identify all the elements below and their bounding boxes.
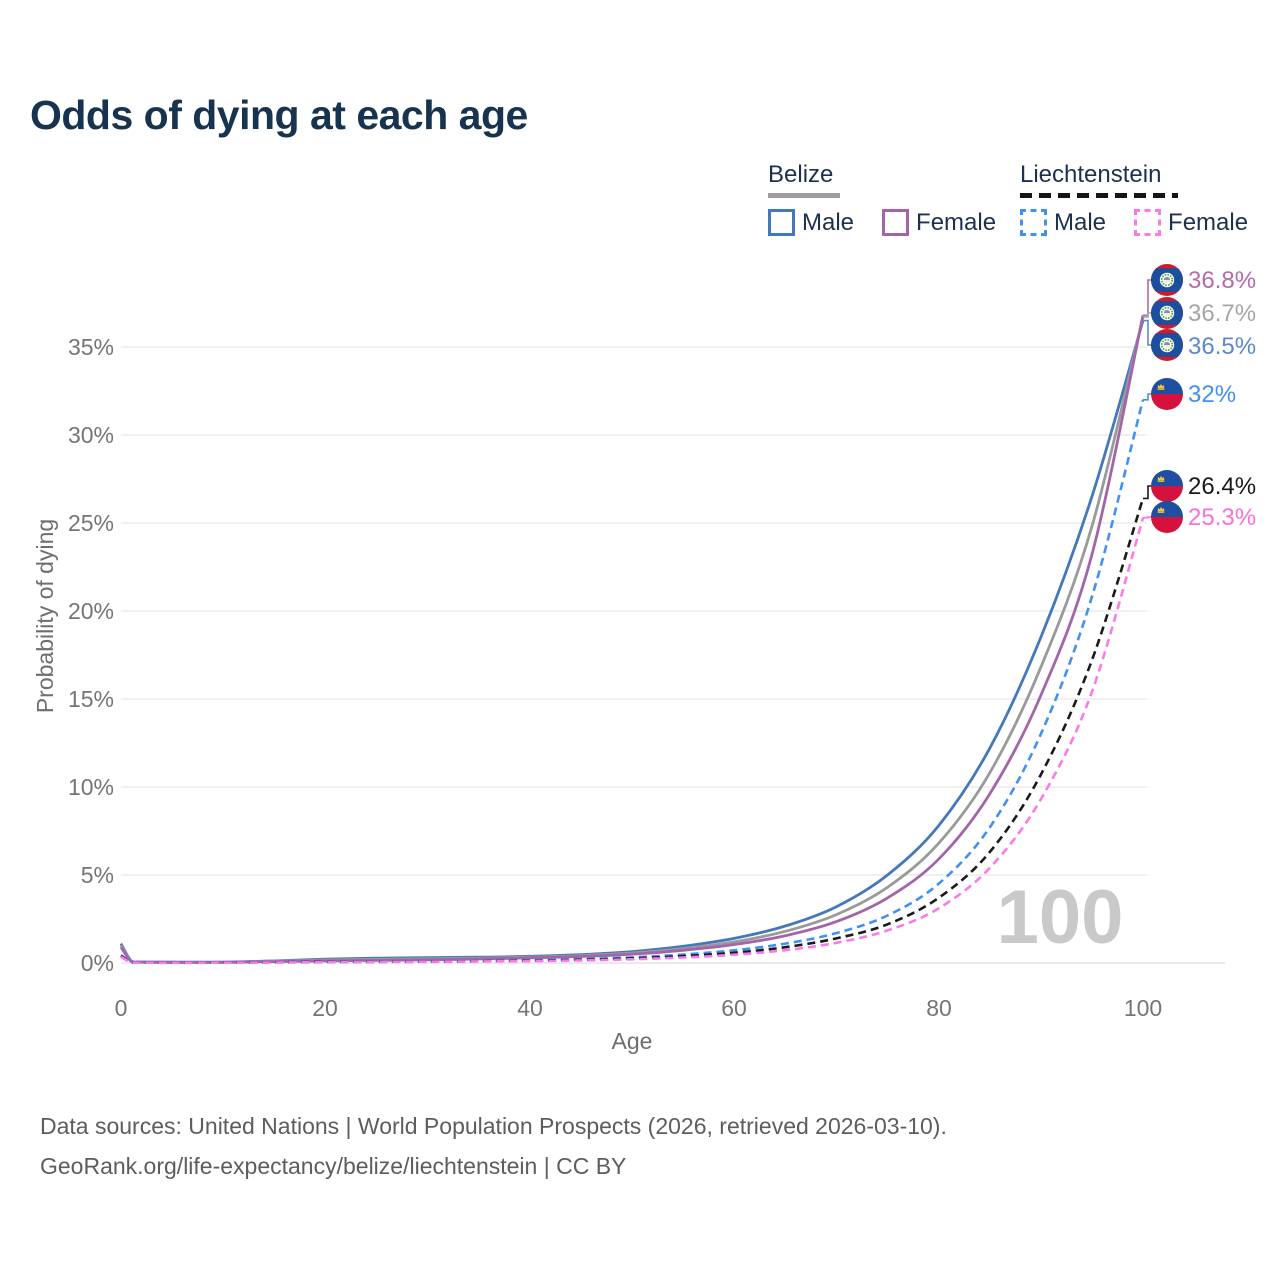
leader-line — [1143, 312, 1152, 318]
legend-label-belize-male: Male — [802, 208, 855, 236]
x-tick-0: 0 — [115, 995, 128, 1021]
y-tick-10: 10% — [68, 774, 114, 800]
legend-label-liechtenstein-male: Male — [1054, 208, 1107, 236]
source-line-1: Data sources: United Nations | World Pop… — [40, 1113, 947, 1139]
legend-style-solid-line — [768, 193, 840, 198]
source-line-2: GeoRank.org/life-expectancy/belize/liech… — [40, 1153, 627, 1179]
endpoint-label-liechtenstein-female: 25.3% — [1188, 504, 1256, 531]
legend-style-dashed-line — [1020, 193, 1178, 198]
y-tick-0: 0% — [81, 950, 114, 976]
line-liechtenstein-female — [120, 517, 1145, 965]
y-tick-20: 20% — [68, 598, 114, 624]
liechtenstein-flag-icon — [1151, 470, 1183, 502]
belize-male-swatch-icon — [768, 209, 795, 236]
data-sources: Data sources: United Nations | World Pop… — [40, 1106, 947, 1186]
legend-label-liechtenstein-female: Female — [1168, 208, 1249, 236]
series-lines — [119, 315, 1145, 965]
endpoint-flags — [1151, 264, 1183, 533]
y-tick-30: 30% — [68, 422, 114, 448]
leader-line — [1143, 485, 1152, 500]
leader-line — [1143, 319, 1152, 346]
endpoint-label-belize-female: 36.8% — [1188, 267, 1256, 294]
leader-line — [1143, 516, 1152, 519]
y-tick-25: 25% — [68, 510, 114, 536]
liechtenstein-female-swatch-icon — [1134, 209, 1162, 236]
chart-plot: 100 0% 5% 10% 15% 20% 25% 30% 35% 0 20 4… — [32, 255, 1256, 1054]
legend-item-belize-female[interactable]: Female — [882, 209, 996, 237]
line-belize-male — [119, 320, 1145, 964]
legend-group-liechtenstein: Liechtenstein Male Female — [1020, 161, 1248, 237]
legend-group-belize: Belize Male Female — [768, 161, 996, 237]
age-watermark: 100 — [997, 875, 1124, 960]
legend-item-liechtenstein-female[interactable]: Female — [1134, 209, 1248, 237]
line-belize-female — [119, 315, 1145, 964]
endpoint-label-belize-both: 36.7% — [1188, 300, 1256, 327]
x-tick-20: 20 — [312, 995, 338, 1021]
line-liechtenstein-male — [120, 399, 1145, 965]
label-leader-lines — [1143, 279, 1152, 519]
x-axis-title: Age — [612, 1028, 653, 1054]
belize-flag-icon — [1151, 264, 1183, 296]
legend-country-belize: Belize — [768, 161, 834, 188]
legend-item-belize-male[interactable]: Male — [768, 209, 854, 237]
belize-flag-icon — [1151, 329, 1183, 361]
leader-line — [1143, 393, 1152, 401]
belize-female-swatch-icon — [882, 209, 910, 236]
leader-line — [1143, 279, 1152, 317]
legend-country-liechtenstein: Liechtenstein — [1020, 161, 1162, 188]
y-tick-15: 15% — [68, 686, 114, 712]
endpoint-label-liechtenstein-both: 26.4% — [1188, 473, 1256, 500]
y-tick-35: 35% — [68, 334, 114, 360]
liechtenstein-flag-icon — [1151, 501, 1183, 533]
x-tick-40: 40 — [517, 995, 543, 1021]
endpoint-label-liechtenstein-male: 32% — [1188, 381, 1236, 408]
belize-flag-icon — [1151, 297, 1183, 329]
x-tick-60: 60 — [721, 995, 747, 1021]
line-liechtenstein-both-sexes — [120, 498, 1145, 965]
gridlines — [121, 346, 1225, 964]
line-belize-both-sexes — [119, 316, 1145, 964]
y-tick-5: 5% — [81, 862, 114, 888]
liechtenstein-male-swatch-icon — [1020, 209, 1047, 236]
x-tick-80: 80 — [926, 995, 952, 1021]
x-tick-100: 100 — [1124, 995, 1162, 1021]
legend-label-belize-female: Female — [916, 208, 997, 236]
legend-item-liechtenstein-male[interactable]: Male — [1020, 209, 1106, 237]
page-title: Odds of dying at each age — [30, 92, 528, 138]
liechtenstein-flag-icon — [1151, 378, 1183, 410]
endpoint-label-belize-male: 36.5% — [1188, 333, 1256, 360]
y-axis-title: Probability of dying — [32, 519, 58, 713]
